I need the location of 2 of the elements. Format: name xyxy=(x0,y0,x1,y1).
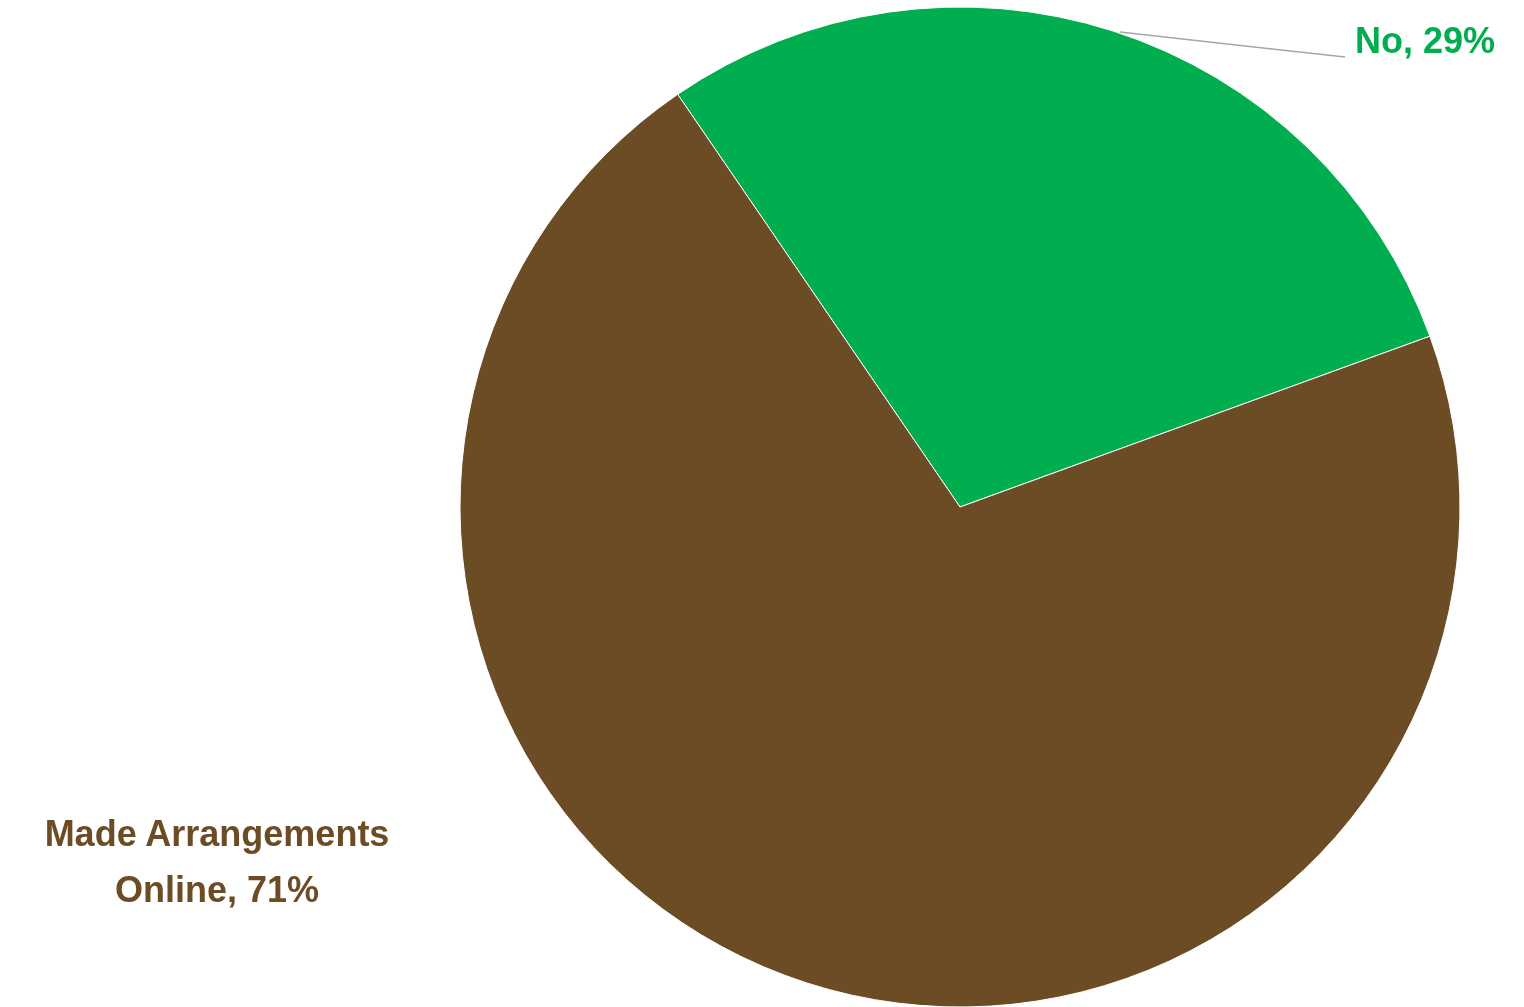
slice-label: No, 29% xyxy=(1355,20,1496,61)
slice-label: Made Arrangements Online, 71% xyxy=(44,813,390,910)
